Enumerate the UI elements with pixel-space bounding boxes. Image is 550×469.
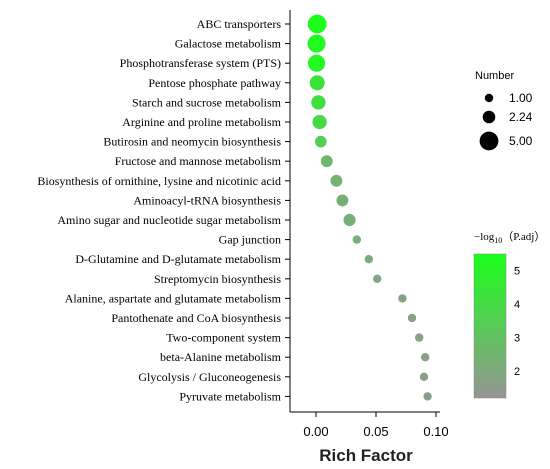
data-point (415, 333, 424, 342)
size-legend-title: Number (475, 70, 514, 82)
color-legend-tick-label: 4 (514, 299, 520, 311)
x-tick-label: 0.10 (423, 424, 448, 439)
size-legend-marker (479, 131, 499, 151)
data-point (307, 34, 326, 53)
y-tick-label: ABC transporters (197, 17, 282, 31)
data-point (364, 255, 373, 264)
data-point (311, 95, 326, 110)
y-tick-label: Aminoacyl-tRNA biosynthesis (133, 193, 281, 207)
y-tick-label: Streptomycin biosynthesis (154, 272, 281, 286)
data-point (373, 274, 382, 283)
x-tick-labels: 0.00 0.05 0.10 (303, 424, 448, 439)
x-tick-label: 0.00 (303, 424, 328, 439)
data-point (421, 353, 430, 362)
y-tick-label: Pantothenate and CoA biosynthesis (111, 311, 281, 325)
y-tick-label: Two-component system (166, 331, 281, 345)
size-legend-label: 5.00 (509, 134, 533, 148)
data-point (352, 235, 361, 244)
data-point (309, 75, 325, 91)
y-tick-label: D-Glutamine and D-glutamate metabolism (75, 252, 281, 266)
x-axis-title: Rich Factor (319, 446, 413, 465)
y-ticks (285, 23, 290, 397)
size-legend-label: 2.24 (509, 110, 533, 124)
color-legend-title-sub: 10 (494, 236, 502, 245)
y-tick-label: Arginine and proline metabolism (122, 115, 281, 129)
size-legend-label: 1.00 (509, 91, 533, 105)
size-legend: Number 1.00 2.24 5.00 (475, 70, 533, 151)
y-tick-label: Galactose metabolism (175, 37, 282, 51)
color-legend-title: −log10（P.adj） (474, 230, 545, 245)
y-tick-label: Biosynthesis of ornithine, lysine and ni… (37, 174, 281, 188)
y-tick-label: Phosphotransferase system (PTS) (120, 56, 281, 70)
data-point (307, 54, 326, 72)
color-legend-tick-label: 2 (514, 366, 520, 378)
data-points (307, 14, 432, 401)
y-tick-label: Alanine, aspartate and glutamate metabol… (65, 291, 282, 305)
data-point (336, 194, 349, 207)
data-point (312, 114, 327, 130)
data-point (419, 372, 429, 381)
data-point (398, 294, 407, 303)
data-point (315, 135, 327, 148)
data-point (423, 392, 432, 401)
y-tick-label: Butirosin and neomycin biosynthesis (103, 135, 281, 149)
color-bar (473, 253, 507, 399)
color-legend-tick-label: 5 (514, 266, 520, 278)
data-point (307, 14, 327, 34)
color-legend: −log10（P.adj） 5 4 3 2 (473, 230, 545, 399)
y-tick-label: beta-Alanine metabolism (160, 350, 282, 364)
data-point (320, 155, 333, 168)
y-tick-label: Pentose phosphate pathway (148, 76, 281, 90)
data-point (343, 213, 356, 227)
y-tick-label: Pyruvate metabolism (179, 389, 281, 403)
y-tick-label: Starch and sucrose metabolism (132, 95, 282, 109)
y-tick-label: Glycolysis / Gluconeogenesis (138, 370, 281, 384)
y-tick-label: Gap junction (219, 233, 281, 247)
y-tick-labels: ABC transporters Galactose metabolism Phos… (37, 17, 281, 403)
y-tick-label: Fructose and mannose metabolism (115, 154, 282, 168)
color-legend-title-prefix: −log (474, 231, 495, 243)
color-legend-title-suffix: （P.adj） (502, 230, 545, 243)
y-tick-label: Amino sugar and nucleotide sugar metabol… (57, 213, 281, 227)
data-point (407, 313, 417, 323)
color-legend-tick-label: 3 (514, 333, 520, 345)
size-legend-marker (482, 110, 496, 124)
x-ticks (315, 412, 437, 417)
x-tick-label: 0.05 (363, 424, 388, 439)
size-legend-marker (484, 93, 494, 103)
data-point (330, 174, 343, 187)
